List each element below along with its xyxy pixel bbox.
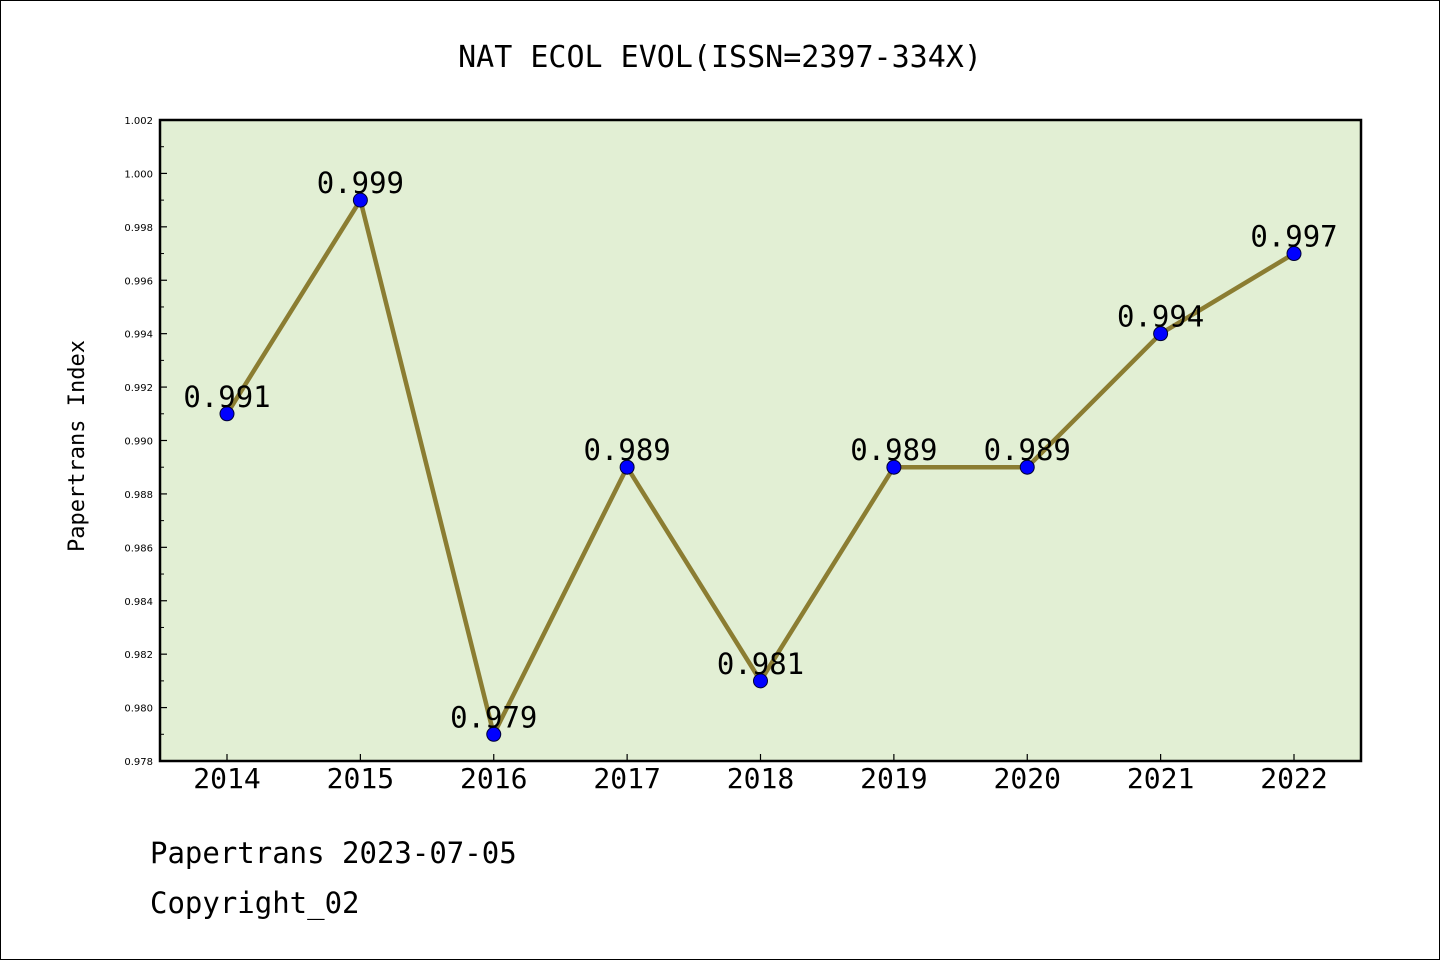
data-label: 0.981 (717, 647, 804, 681)
data-point (486, 726, 502, 742)
y-tick-label: 0.988 (124, 490, 153, 501)
footer-date: Papertrans 2023-07-05 (150, 836, 517, 870)
y-tick-label: 0.998 (124, 223, 153, 234)
y-tick-label: 0.982 (124, 650, 153, 661)
data-point (352, 192, 368, 208)
x-tick-label: 2015 (327, 762, 394, 795)
footer-copyright: Copyright_02 (150, 886, 360, 920)
y-tick-label: 0.992 (124, 383, 153, 394)
y-tick-label: 0.980 (124, 704, 153, 715)
x-tick-label: 2017 (593, 762, 660, 795)
data-label: 0.989 (984, 433, 1071, 467)
x-tick-label: 2014 (193, 762, 260, 795)
y-tick-label: 0.984 (124, 597, 153, 608)
data-point (753, 673, 768, 689)
y-tick-label: 1.002 (124, 116, 153, 127)
x-tick-label: 2019 (860, 762, 927, 795)
x-axis: 2014 2015 2016 2017 2018 2019 2020 2021 2022 (193, 754, 1328, 795)
y-tick-label: 0.994 (124, 330, 153, 341)
y-tick-label: 0.990 (124, 437, 153, 448)
data-point (1019, 459, 1035, 475)
data-point (1153, 326, 1169, 342)
data-point (886, 459, 902, 475)
x-tick-label: 2020 (994, 762, 1061, 795)
x-tick-label: 2022 (1260, 762, 1327, 795)
x-tick-label: 2018 (727, 762, 794, 795)
plot-border (158, 118, 1363, 763)
y-tick-label: 0.986 (124, 543, 153, 554)
data-label: 0.979 (450, 700, 537, 734)
x-tick-label: 2016 (460, 762, 527, 795)
y-axis: 0.978 0.980 0.982 0.984 0.986 0.988 0.990 0.992… (124, 116, 167, 768)
y-tick-label: 0.996 (124, 276, 153, 287)
x-tick-label: 2021 (1127, 762, 1194, 795)
data-point (619, 459, 635, 475)
data-label: 0.989 (850, 433, 937, 467)
data-point (219, 406, 235, 422)
data-label: 0.999 (317, 166, 404, 200)
chart-title: NAT ECOL EVOL(ISSN=2397-334X) (458, 40, 982, 75)
data-point (1286, 246, 1302, 262)
data-label: 0.994 (1117, 300, 1204, 334)
y-tick-label: 0.978 (124, 757, 153, 768)
data-label: 0.997 (1250, 220, 1337, 254)
series-papertrans-index (219, 192, 1302, 742)
data-label: 0.991 (183, 380, 270, 414)
data-labels: 0.991 0.999 0.979 0.989 0.981 0.989 0.989 0.994… (183, 166, 1337, 734)
y-tick-label: 1.000 (124, 169, 153, 180)
y-axis-label: Papertrans Index (65, 340, 90, 552)
plot-area (160, 120, 1361, 761)
data-label: 0.989 (583, 433, 670, 467)
